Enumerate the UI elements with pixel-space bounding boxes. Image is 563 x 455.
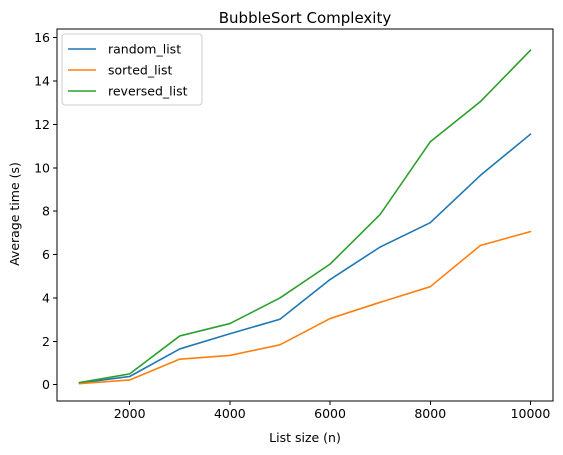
series-line-random-list [78,133,532,384]
legend-label-random-list: random_list [108,42,181,57]
series-line-reversed-list [78,49,532,384]
y-tick-label: 4 [42,290,50,305]
chart-title: BubbleSort Complexity [219,9,392,27]
y-axis-label: Average time (s) [7,162,22,266]
legend: random_list sorted_list reversed_list [61,33,203,106]
x-tick-label: 8000 [414,406,446,421]
x-tick-label: 6000 [314,406,346,421]
y-tick-label: 2 [42,334,50,349]
x-axis-ticks: 2000 4000 6000 8000 10000 [114,401,551,421]
y-tick-label: 16 [34,30,50,45]
series-line-sorted-list [78,230,532,385]
x-tick-label: 10000 [511,406,551,421]
legend-label-sorted-list: sorted_list [108,63,173,78]
y-tick-label: 14 [34,74,50,89]
x-tick-label: 4000 [214,406,246,421]
x-tick-label: 2000 [114,406,146,421]
y-tick-label: 8 [42,204,50,219]
series-layer [78,49,532,385]
legend-label-reversed-list: reversed_list [108,84,188,99]
x-axis-label: List size (n) [269,430,341,445]
y-tick-label: 10 [34,160,50,175]
plot-frame [56,28,554,402]
y-axis-ticks: 0 2 4 6 8 10 12 14 16 [34,30,57,392]
plot-area: 2000 4000 6000 8000 10000 0 2 4 6 8 10 12 14 16 [34,28,554,421]
y-tick-label: 0 [42,377,50,392]
legend-box [61,33,203,106]
legend-items: random_list sorted_list reversed_list [68,42,188,99]
y-tick-label: 12 [34,117,50,132]
y-tick-label: 6 [42,247,50,262]
